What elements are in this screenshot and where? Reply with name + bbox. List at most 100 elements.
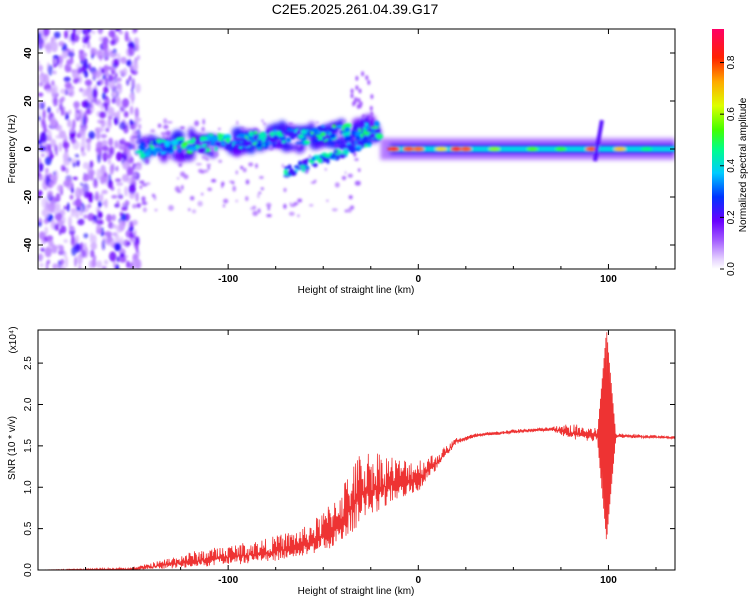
noise-blob: [101, 266, 107, 269]
noise-blob: [201, 192, 204, 196]
noise-blob: [79, 187, 86, 196]
band-blob: [287, 170, 294, 174]
noise-blob: [123, 111, 129, 118]
noise-blob: [68, 109, 72, 115]
noise-blob: [43, 122, 47, 132]
snr-y-label: SNR (10 * v/v): [7, 416, 18, 480]
noise-blob: [60, 225, 67, 234]
noise-blob: [245, 179, 250, 185]
noise-blob: [65, 256, 68, 268]
x-tick-label: -100: [218, 575, 238, 586]
noise-blob: [97, 154, 101, 164]
band-blob: [355, 145, 363, 149]
band-blob: [375, 133, 383, 140]
noise-blob: [129, 93, 135, 100]
noise-blob: [121, 207, 128, 211]
band-blob: [351, 140, 356, 146]
noise-blob: [134, 107, 139, 119]
noise-blob: [129, 119, 134, 125]
noise-blob: [48, 180, 53, 189]
noise-blob: [83, 242, 87, 249]
noise-blob: [255, 163, 258, 169]
noise-blob: [100, 104, 105, 111]
band-blob: [160, 151, 167, 155]
noise-blob: [69, 128, 75, 133]
colorbar-tick-label: 0.2: [726, 210, 737, 224]
noise-blob: [93, 177, 98, 189]
noise-blob: [367, 80, 371, 85]
noise-blob: [38, 37, 43, 49]
noise-blob: [74, 256, 77, 268]
noise-blob: [38, 32, 42, 39]
noise-blob: [261, 119, 264, 123]
noise-blob: [357, 168, 361, 172]
noise-blob: [344, 209, 349, 213]
band-blob: [272, 134, 279, 140]
band-blob: [147, 147, 152, 151]
band-blob: [210, 135, 218, 142]
noise-blob: [89, 160, 94, 169]
noise-blob: [87, 203, 92, 209]
noise-blob: [143, 139, 147, 143]
band-blob: [336, 124, 343, 129]
noise-blob: [181, 184, 184, 191]
noise-blob: [91, 220, 96, 225]
noise-blob: [97, 211, 103, 219]
noise-blob: [108, 173, 112, 184]
noise-blob: [52, 263, 59, 269]
band-halo: [175, 150, 186, 164]
band-blob: [215, 142, 222, 146]
noise-blob: [42, 109, 46, 120]
noise-blob: [135, 192, 139, 202]
noise-blob: [76, 253, 83, 266]
noise-blob: [103, 176, 109, 186]
noise-blob: [129, 156, 134, 164]
noise-blob: [74, 198, 82, 208]
noise-blob: [206, 163, 212, 166]
noise-blob: [60, 258, 65, 266]
noise-blob: [334, 182, 340, 188]
noise-blob: [92, 234, 97, 245]
noise-blob: [117, 187, 121, 196]
band-blob: [197, 147, 207, 153]
band-blob: [318, 127, 328, 133]
noise-blob: [183, 174, 189, 180]
noise-blob: [88, 131, 96, 140]
noise-blob: [38, 115, 41, 121]
noise-blob: [119, 145, 126, 150]
noise-blob: [99, 193, 104, 202]
noise-blob: [258, 191, 262, 195]
noise-blob: [63, 111, 68, 116]
hotspot: [387, 146, 400, 152]
noise-blob: [79, 59, 85, 65]
noise-blob: [86, 141, 91, 152]
noise-blob: [245, 196, 249, 202]
noise-blob: [118, 30, 124, 35]
noise-blob: [76, 29, 82, 35]
noise-blob: [134, 131, 140, 135]
noise-blob: [43, 236, 47, 243]
band-blob: [360, 142, 366, 145]
noise-blob: [250, 206, 256, 211]
noise-blob: [308, 154, 311, 159]
noise-blob: [86, 108, 91, 114]
band-blob: [172, 146, 177, 150]
noise-blob: [106, 214, 112, 223]
y-tick-label: 0: [23, 146, 34, 152]
noise-blob: [69, 194, 74, 200]
noise-blob: [40, 247, 45, 252]
noise-blob: [76, 159, 80, 167]
noise-blob: [83, 173, 90, 182]
band-blob: [317, 158, 323, 164]
noise-blob: [128, 167, 134, 175]
band-blob: [175, 137, 185, 141]
noise-blob: [126, 79, 130, 86]
noise-blob: [297, 214, 300, 217]
noise-blob: [134, 165, 142, 171]
noise-blob: [43, 218, 49, 225]
band-blob: [210, 142, 215, 146]
noise-blob: [72, 162, 76, 168]
noise-blob: [56, 219, 64, 227]
noise-blob: [111, 69, 115, 75]
band-blob: [329, 133, 337, 139]
